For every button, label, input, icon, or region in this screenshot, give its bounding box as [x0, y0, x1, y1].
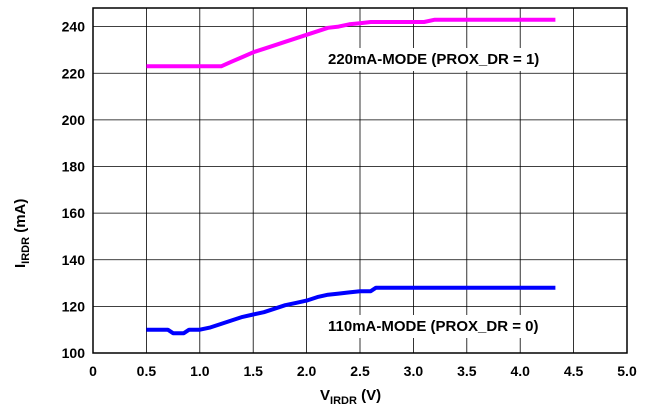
x-axis-title-sub: IRDR	[330, 395, 357, 407]
y-tick-label: 180	[62, 159, 86, 175]
y-tick-label: 100	[62, 345, 86, 361]
y-tick-label: 220	[62, 65, 86, 81]
x-tick-label: 3.5	[457, 363, 477, 379]
x-axis-title: VIRDR (V)	[320, 387, 381, 407]
x-tick-label: 3.0	[404, 363, 424, 379]
y-tick-label: 120	[62, 298, 86, 314]
x-tick-label: 4.0	[510, 363, 530, 379]
y-axis-title-sub: IRDR	[20, 237, 32, 264]
x-tick-label: 1.5	[243, 363, 263, 379]
x-tick-label: 0.5	[137, 363, 157, 379]
annotation-220ma-mode: 220mA-MODE (PROX_DR = 1)	[328, 51, 539, 68]
x-tick-label: 2.0	[297, 363, 317, 379]
series-line-0	[146, 17, 556, 69]
annotation-background	[322, 315, 545, 338]
y-axis-title-main: I	[12, 264, 29, 268]
plot-frame	[92, 7, 628, 354]
y-axis-title: IIRDR (mA)	[12, 199, 32, 268]
series-group	[146, 17, 556, 336]
annotation-110ma-mode: 110mA-MODE (PROX_DR = 0)	[328, 318, 538, 335]
x-tick-label: 0	[89, 363, 97, 379]
y-tick-label: 140	[62, 252, 86, 268]
y-tick-label: 240	[62, 19, 86, 35]
tick-labels: 0 0.5 1.0 1.5 2.0 2.5 3.0 3.5 4.0 4.5 5.0 100 120 140…	[62, 19, 637, 379]
y-tick-label: 160	[62, 205, 86, 221]
x-axis-title-unit: (V)	[357, 387, 381, 404]
x-tick-label: 5.0	[617, 363, 637, 379]
x-tick-label: 1.0	[190, 363, 210, 379]
x-tick-label: 2.5	[350, 363, 370, 379]
annotation-background	[322, 48, 546, 71]
y-axis-title-unit: (mA)	[12, 199, 29, 237]
x-tick-label: 4.5	[564, 363, 584, 379]
x-axis-title-main: V	[320, 387, 330, 404]
y-tick-label: 200	[62, 112, 86, 128]
series-line-1	[146, 285, 556, 336]
